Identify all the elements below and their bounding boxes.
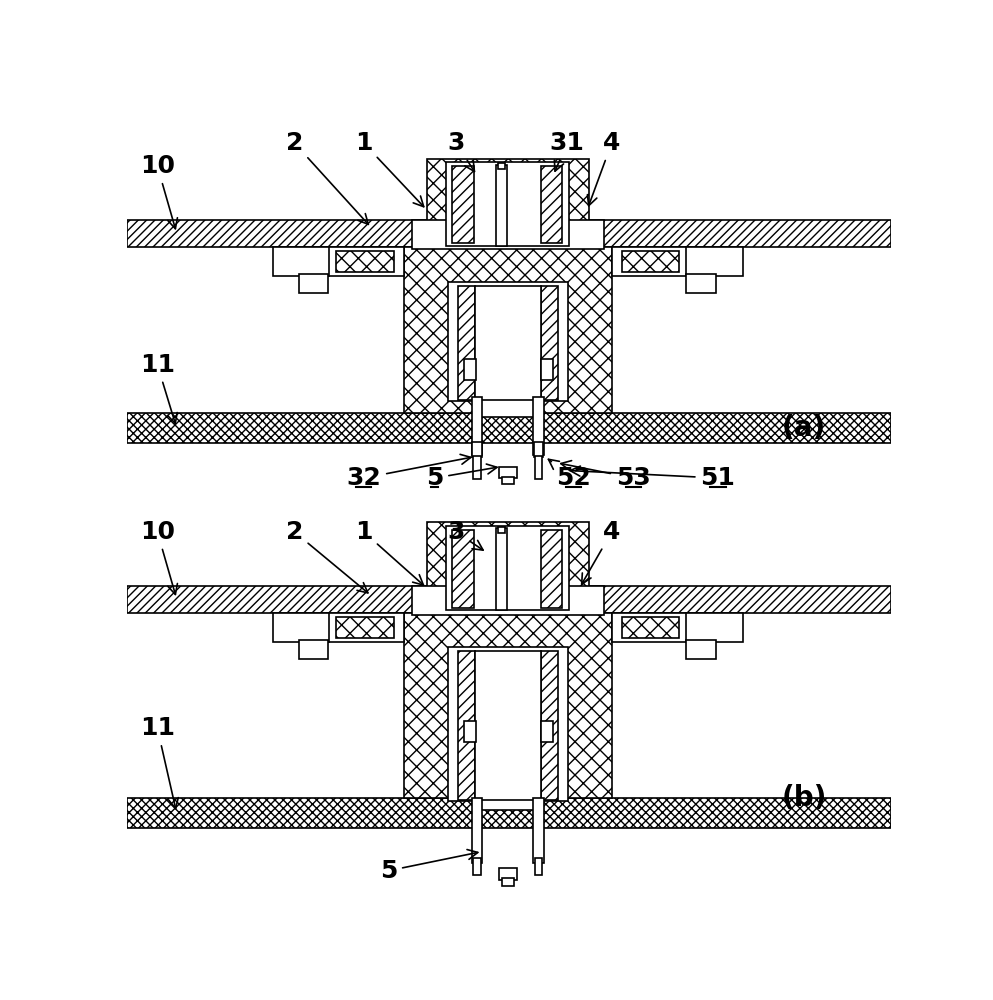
Bar: [404, 247, 612, 413]
Bar: [458, 286, 475, 400]
Bar: [299, 274, 329, 293]
Bar: [453, 166, 474, 243]
Text: 1: 1: [355, 131, 424, 207]
Bar: [127, 586, 892, 613]
Bar: [501, 477, 514, 484]
Bar: [299, 640, 329, 659]
Text: 3: 3: [448, 520, 484, 550]
Text: 11: 11: [140, 716, 179, 808]
Bar: [411, 220, 604, 249]
Bar: [496, 528, 507, 610]
Text: 1: 1: [355, 520, 423, 585]
Bar: [534, 456, 542, 479]
Bar: [541, 286, 558, 400]
Bar: [541, 721, 553, 742]
Bar: [477, 396, 538, 417]
Bar: [541, 651, 558, 800]
Bar: [446, 162, 569, 246]
Bar: [533, 798, 544, 863]
Text: 52: 52: [548, 459, 591, 490]
Text: 31: 31: [549, 131, 585, 171]
Bar: [404, 613, 612, 798]
Text: 32: 32: [347, 454, 471, 490]
Text: 10: 10: [140, 154, 178, 229]
Text: 5: 5: [379, 850, 478, 883]
Text: 4: 4: [582, 520, 621, 584]
Bar: [453, 530, 474, 608]
Bar: [464, 721, 477, 742]
Bar: [612, 613, 689, 642]
Bar: [336, 251, 394, 272]
Bar: [127, 413, 892, 443]
Bar: [446, 526, 569, 610]
Bar: [612, 247, 689, 276]
Bar: [534, 858, 542, 875]
Text: 10: 10: [140, 520, 178, 594]
Bar: [622, 617, 679, 638]
Bar: [686, 274, 716, 293]
Bar: [534, 442, 543, 457]
Bar: [273, 247, 329, 276]
Text: (b): (b): [781, 784, 827, 812]
Bar: [541, 166, 562, 243]
Bar: [327, 247, 404, 276]
Bar: [336, 617, 394, 638]
Text: 2: 2: [286, 131, 368, 224]
Bar: [472, 397, 483, 455]
Bar: [127, 798, 892, 828]
Text: 5: 5: [426, 464, 497, 490]
Bar: [473, 442, 482, 457]
Bar: [686, 247, 743, 276]
Bar: [449, 282, 568, 401]
Bar: [449, 647, 568, 801]
Bar: [458, 651, 475, 800]
Bar: [475, 651, 541, 800]
Bar: [127, 220, 892, 247]
Bar: [622, 251, 679, 272]
Bar: [477, 796, 538, 810]
Text: 53: 53: [561, 461, 650, 490]
Bar: [497, 163, 505, 169]
Bar: [501, 878, 514, 886]
Bar: [686, 640, 716, 659]
Bar: [273, 613, 329, 642]
Text: 4: 4: [588, 131, 621, 206]
Text: 3: 3: [448, 131, 475, 172]
Bar: [427, 522, 589, 613]
Bar: [497, 527, 505, 533]
Bar: [473, 456, 481, 479]
Bar: [686, 613, 743, 642]
Bar: [464, 359, 477, 380]
Bar: [541, 359, 553, 380]
Text: 51: 51: [570, 466, 736, 490]
Bar: [533, 397, 544, 455]
Bar: [411, 586, 604, 615]
Text: 2: 2: [286, 520, 367, 593]
Bar: [498, 466, 517, 478]
Text: (a): (a): [782, 414, 826, 442]
Bar: [496, 165, 507, 246]
Bar: [541, 530, 562, 608]
Bar: [327, 613, 404, 642]
Bar: [427, 158, 589, 247]
Bar: [473, 858, 481, 875]
Text: 11: 11: [140, 353, 177, 424]
Bar: [472, 798, 483, 863]
Bar: [498, 868, 517, 880]
Bar: [475, 286, 541, 400]
